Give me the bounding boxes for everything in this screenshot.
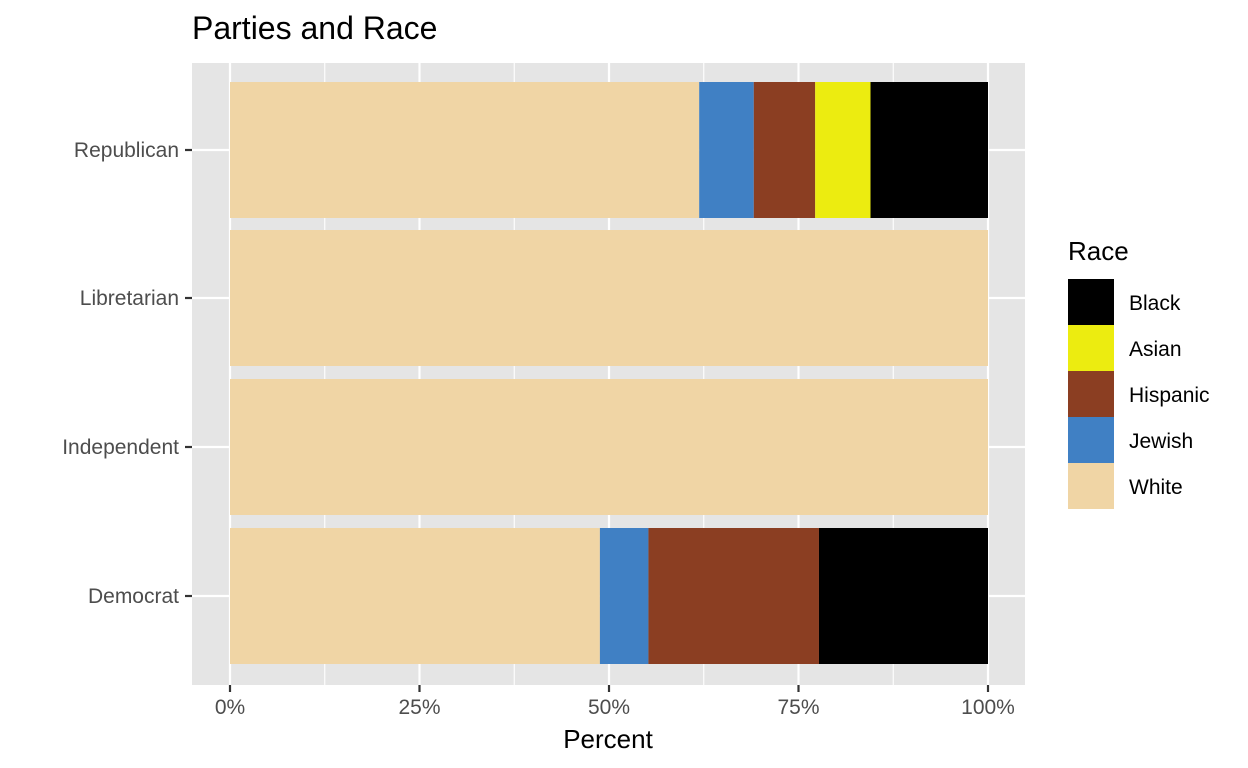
legend-title: Race: [1068, 236, 1129, 266]
x-axis-title: Percent: [563, 724, 653, 754]
legend: Race Black Asian Hispanic Jewish White: [1068, 236, 1210, 509]
x-tick-label: 25%: [398, 696, 440, 719]
y-tick-label: Independent: [62, 436, 179, 459]
x-tick-label: 100%: [961, 696, 1015, 719]
legend-swatch-jewish: [1068, 417, 1114, 463]
y-tick-label: Libretarian: [80, 287, 179, 310]
bar-segment-democrat-white: [230, 528, 600, 664]
chart-title: Parties and Race: [192, 10, 437, 46]
bar-segment-republican-jewish: [699, 82, 754, 218]
bar-segment-independent-white: [230, 379, 988, 515]
bar-segment-democrat-jewish: [599, 528, 649, 664]
bar-segment-libretarian-white: [230, 230, 988, 366]
x-tick-label: 50%: [588, 696, 630, 719]
legend-swatch-black: [1068, 279, 1114, 325]
legend-label: Black: [1129, 292, 1181, 315]
legend-swatch-hispanic: [1068, 371, 1114, 417]
bars: [230, 82, 988, 664]
legend-label: Hispanic: [1129, 384, 1210, 407]
x-tick-label: 75%: [777, 696, 819, 719]
y-tick-label: Democrat: [88, 585, 179, 608]
bar-segment-republican-asian: [815, 82, 871, 218]
bar-segment-democrat-hispanic: [648, 528, 819, 664]
legend-swatch-asian: [1068, 325, 1114, 371]
legend-swatch-white: [1068, 463, 1114, 509]
bar-segment-republican-white: [230, 82, 700, 218]
legend-label: Asian: [1129, 338, 1182, 361]
bar-segment-republican-hispanic: [753, 82, 816, 218]
x-tick-label: 0%: [215, 696, 245, 719]
bar-segment-republican-black: [870, 82, 988, 218]
y-tick-label: Republican: [74, 139, 179, 162]
x-axis: 0% 25% 50% 75% 100%: [215, 685, 1015, 719]
legend-label: Jewish: [1129, 430, 1193, 453]
legend-label: White: [1129, 476, 1183, 499]
bar-segment-democrat-black: [818, 528, 988, 664]
y-axis: Republican Libretarian Independent Democrat: [62, 139, 192, 608]
